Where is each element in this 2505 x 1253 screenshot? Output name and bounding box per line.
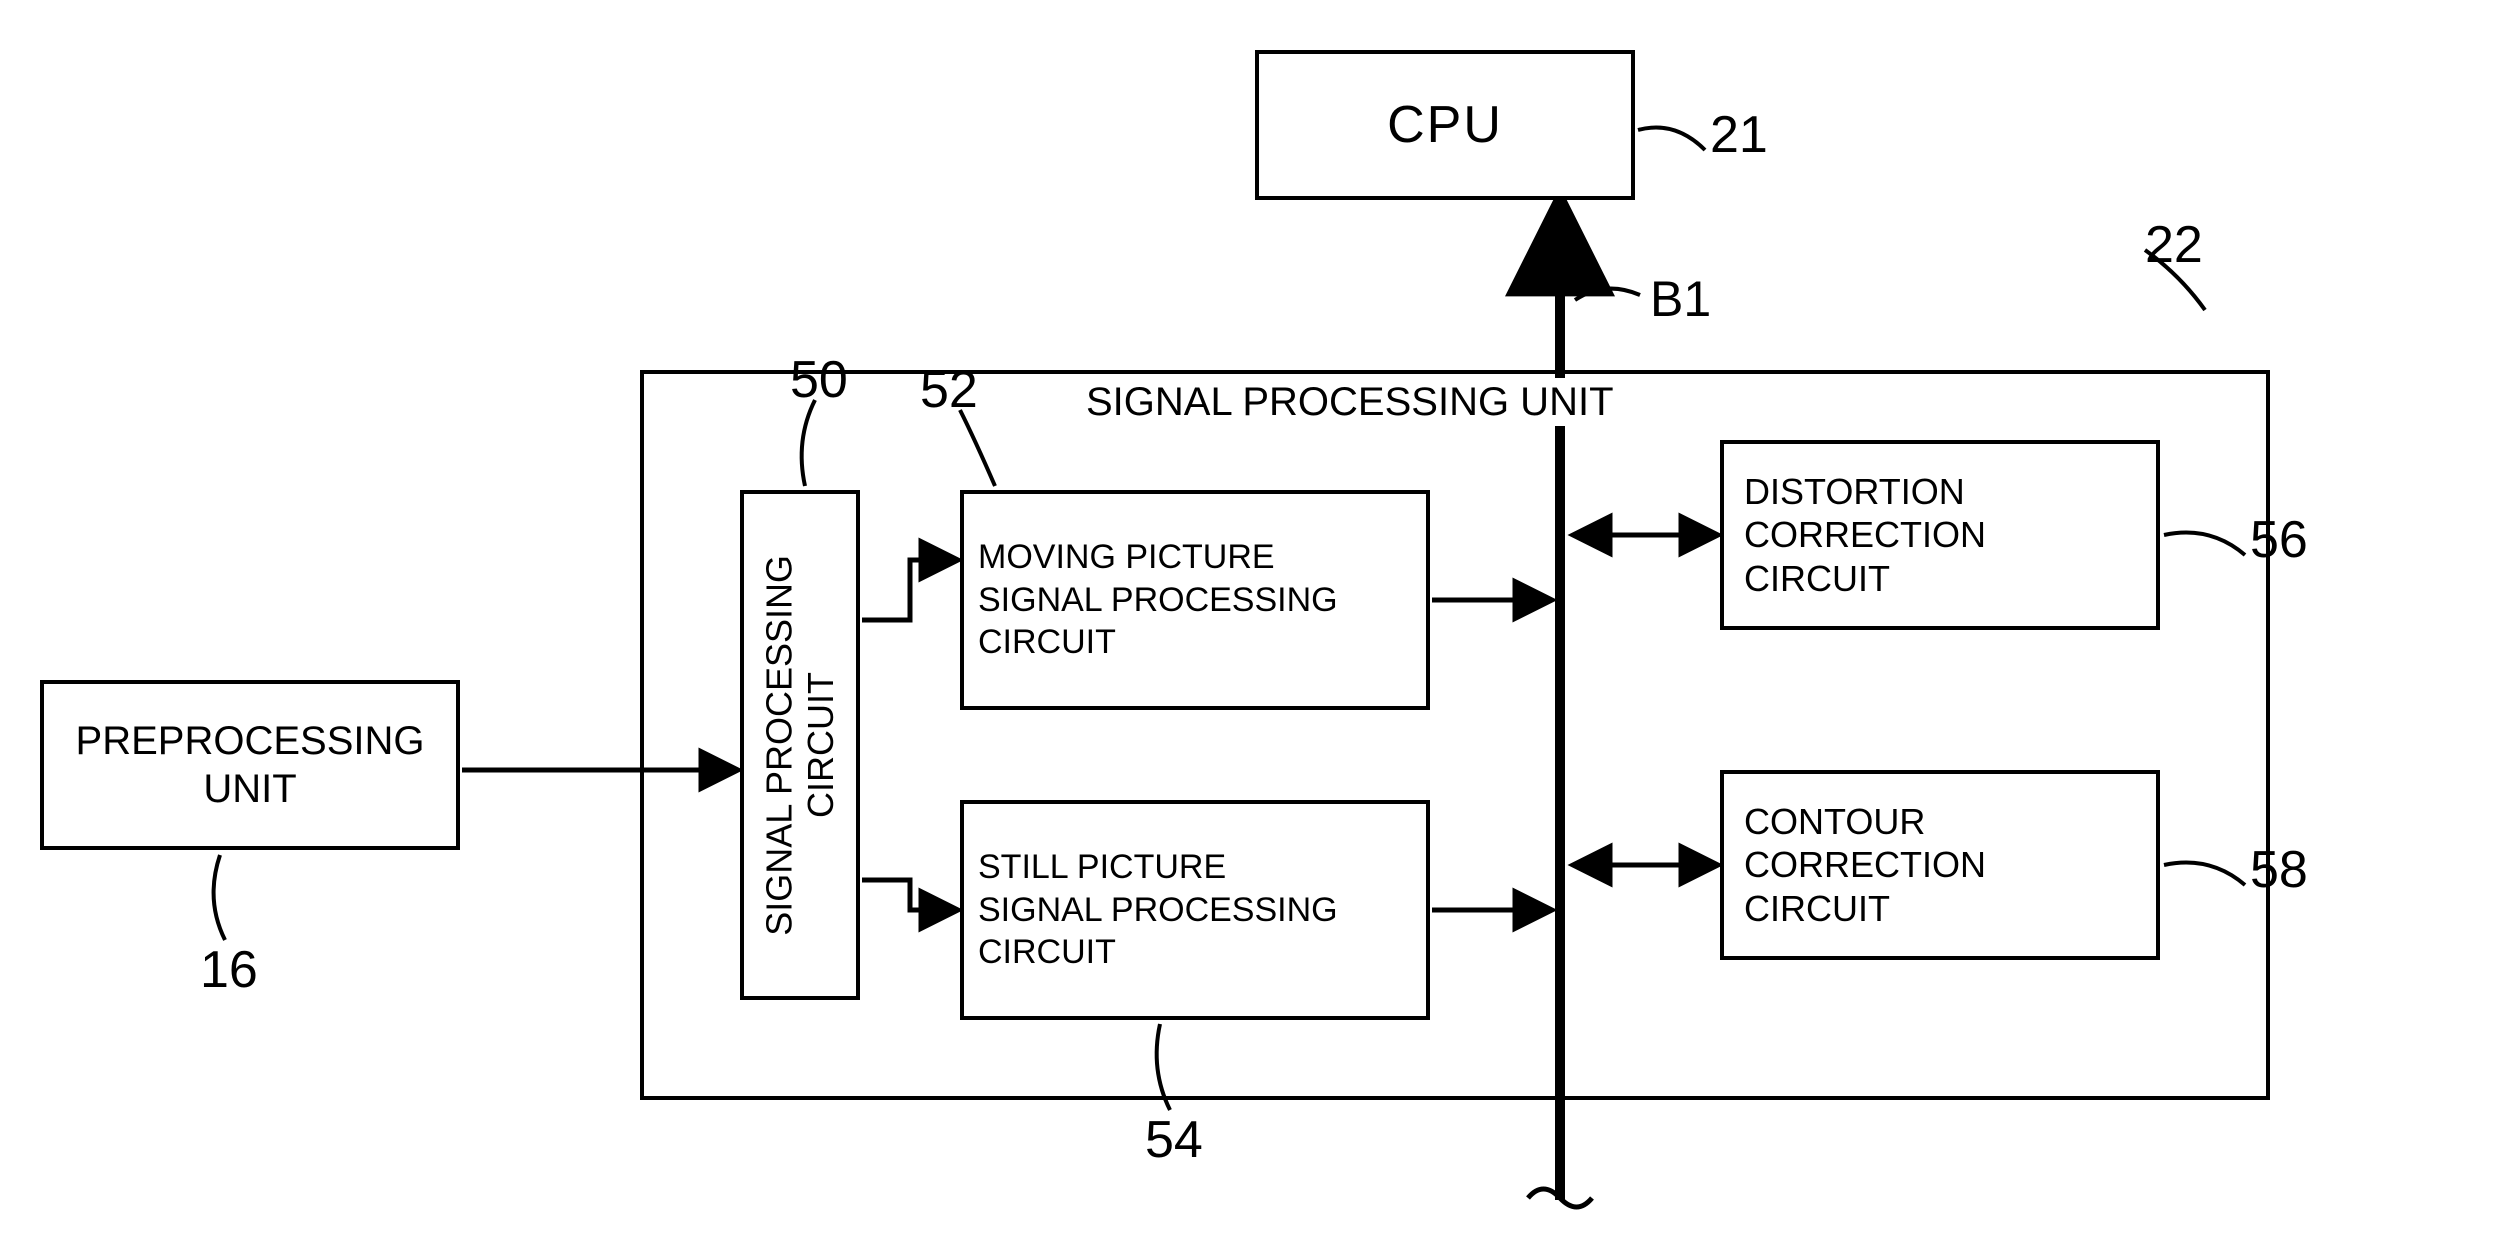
ref-54: 54 — [1145, 1110, 1203, 1170]
ref-21: 21 — [1710, 105, 1768, 165]
signal-processing-circuit-block: SIGNAL PROCESSING CIRCUIT — [740, 490, 860, 1000]
ref-16: 16 — [200, 940, 258, 1000]
leader-16 — [214, 855, 225, 940]
ref-22: 22 — [2145, 215, 2203, 275]
preprocessing-unit-block: PREPROCESSING UNIT — [40, 680, 460, 850]
still-picture-circuit-block: STILL PICTURE SIGNAL PROCESSING CIRCUIT — [960, 800, 1430, 1020]
cpu-block: CPU — [1255, 50, 1635, 200]
ref-56: 56 — [2250, 510, 2308, 570]
ref-58: 58 — [2250, 840, 2308, 900]
ref-52: 52 — [920, 360, 978, 420]
moving-picture-circuit-block: MOVING PICTURE SIGNAL PROCESSING CIRCUIT — [960, 490, 1430, 710]
signal-processing-unit-label: SIGNAL PROCESSING UNIT — [1080, 378, 1620, 426]
leader-b1 — [1575, 289, 1640, 300]
bus-label: B1 — [1650, 270, 1711, 328]
bus-truncation — [1528, 1189, 1592, 1207]
distortion-correction-circuit-block: DISTORTION CORRECTION CIRCUIT — [1720, 440, 2160, 630]
leader-21 — [1638, 128, 1705, 151]
contour-correction-circuit-block: CONTOUR CORRECTION CIRCUIT — [1720, 770, 2160, 960]
ref-50: 50 — [790, 350, 848, 410]
signal-processing-circuit-text: SIGNAL PROCESSING CIRCUIT — [759, 555, 842, 936]
